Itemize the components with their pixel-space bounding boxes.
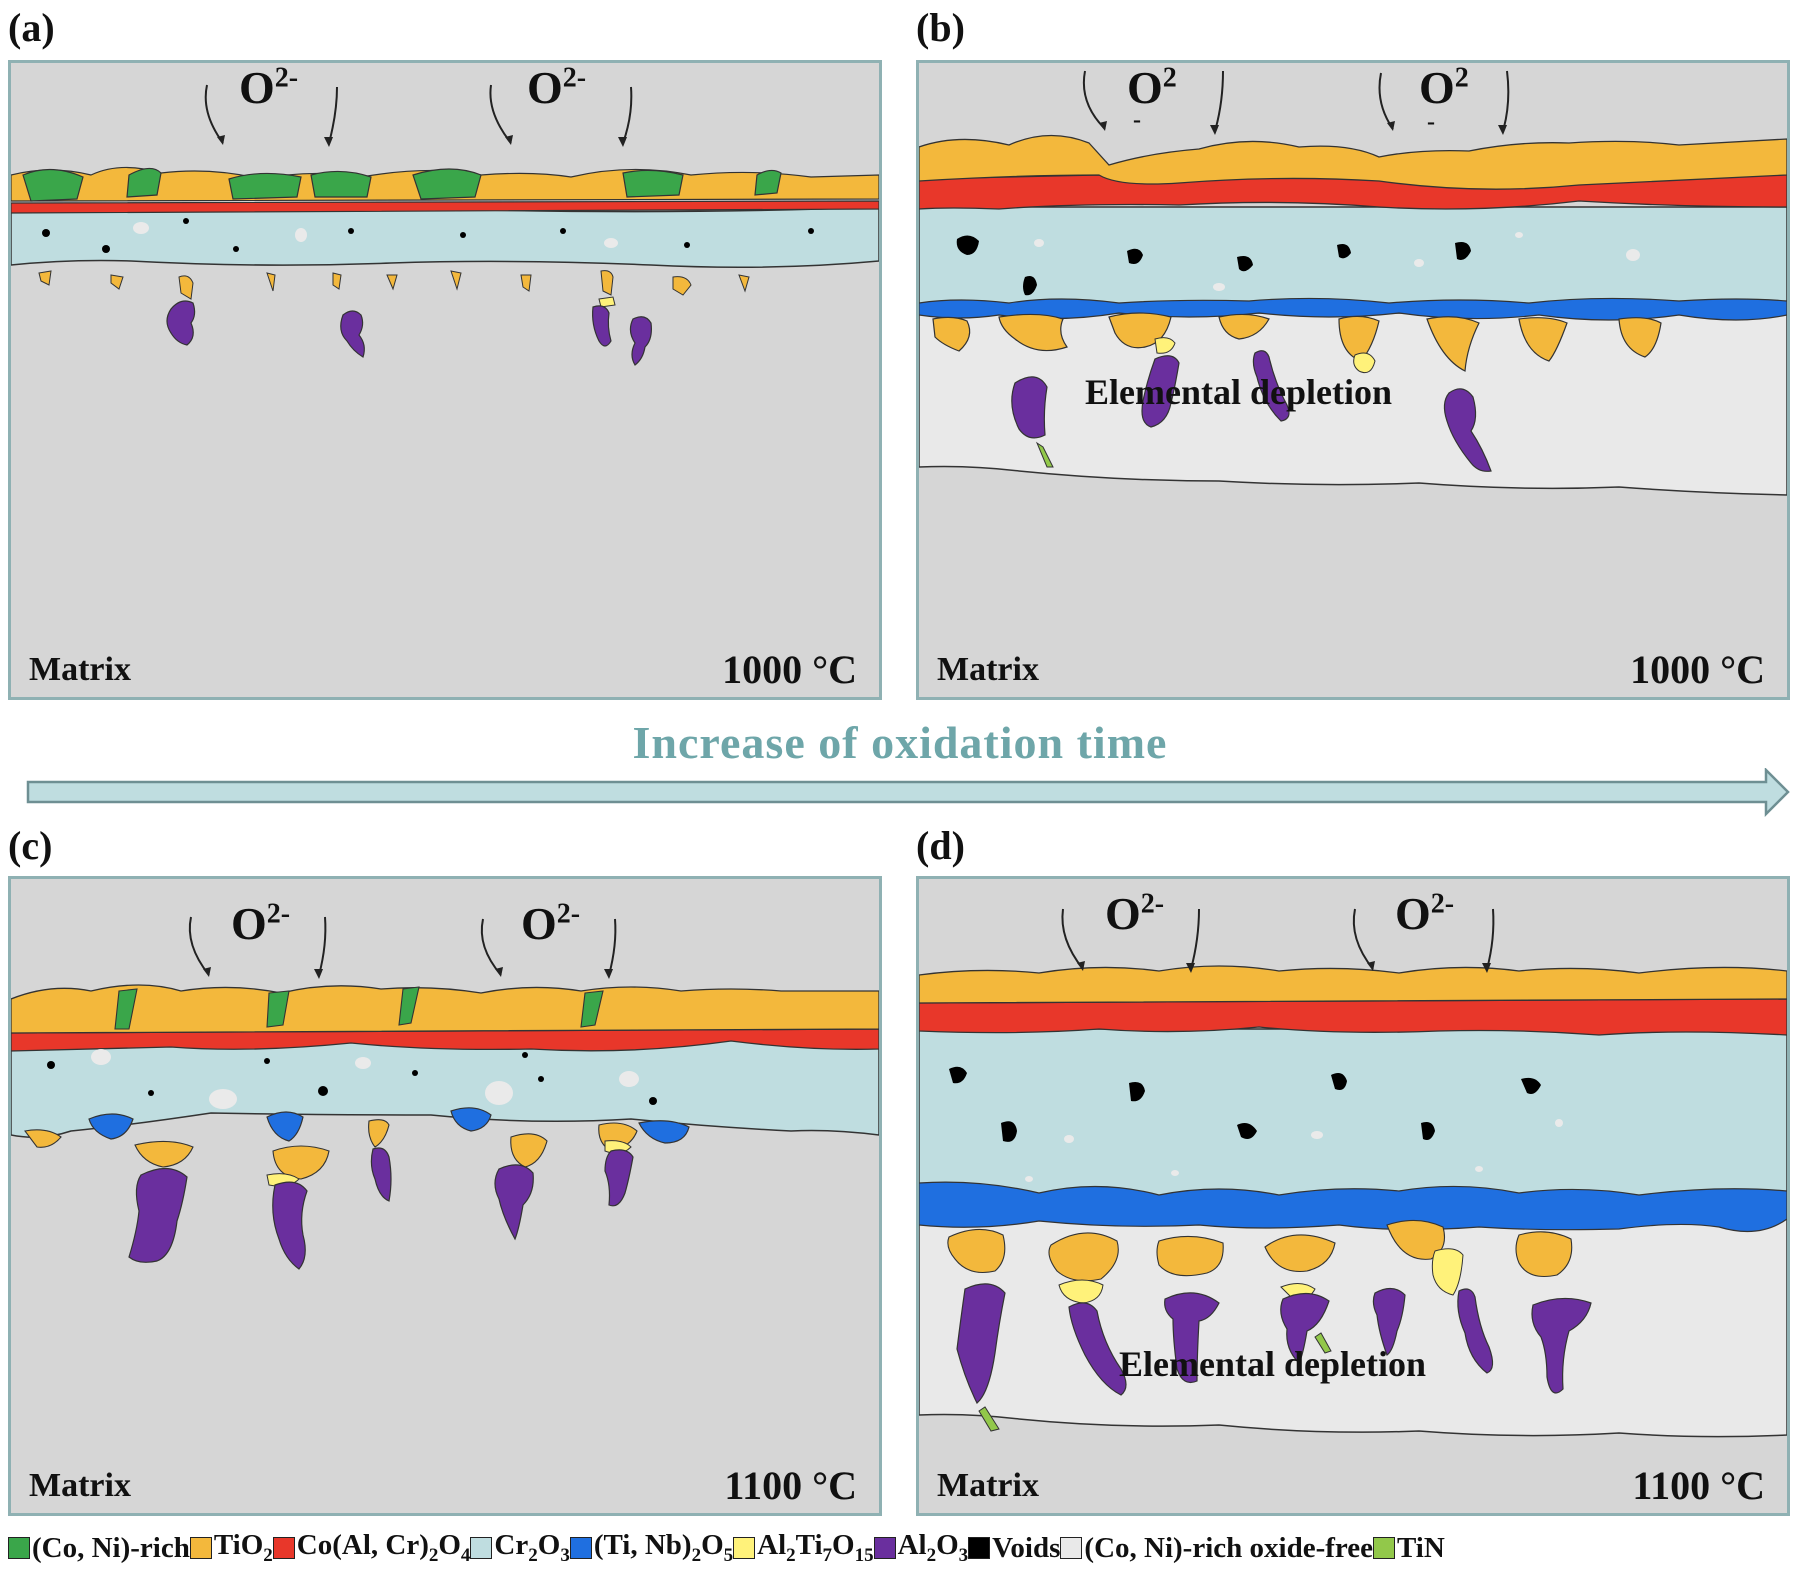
oxygen-ion-label: O2- <box>231 898 291 949</box>
legend-swatch <box>873 1536 896 1559</box>
legend-swatch <box>1060 1537 1083 1559</box>
legend-swatch <box>8 1537 30 1559</box>
legend-item: Voids <box>968 1532 1060 1565</box>
legend-swatch <box>189 1536 212 1559</box>
legend-swatch <box>968 1537 991 1559</box>
time-arrow <box>26 768 1790 818</box>
panel-d: O2- O2- Elemental depletion Matrix 1100 … <box>916 876 1790 1516</box>
temperature-label: 1100 °C <box>1632 1463 1765 1508</box>
legend-label: Al2Ti7O15 <box>757 1529 874 1566</box>
panel-c-drawing <box>11 916 879 1270</box>
legend-label: (Ti, Nb)2O5 <box>593 1529 734 1566</box>
legend-swatch <box>272 1536 295 1559</box>
oxygen-ion-label: O2 <box>1419 62 1469 113</box>
temperature-label: 1100 °C <box>724 1463 857 1508</box>
oxygen-ion-label: O2 <box>1127 62 1177 113</box>
matrix-label: Matrix <box>29 1467 131 1504</box>
panel-c: O2- O2- Matrix 1100 °C <box>8 876 882 1516</box>
charge-dash: - <box>1133 107 1141 133</box>
temperature-label: 1000 °C <box>722 647 857 692</box>
elemental-depletion-label: Elemental depletion <box>1119 1344 1426 1384</box>
legend-swatch <box>733 1536 756 1559</box>
legend-item: Co(Al, Cr)2O4 <box>272 1529 471 1567</box>
oxygen-ion-label: O2- <box>1395 888 1455 939</box>
legend-label: Cr2O3 <box>494 1529 570 1566</box>
legend-label: (Co, Ni)-rich <box>32 1531 190 1564</box>
matrix-label: Matrix <box>29 651 131 688</box>
legend-swatch <box>1372 1537 1395 1559</box>
elemental-depletion-label: Elemental depletion <box>1085 372 1392 412</box>
legend-item: (Ti, Nb)2O5 <box>569 1529 734 1567</box>
legend-item: Al2O3 <box>873 1529 969 1567</box>
panel-d-label: (d) <box>916 823 965 868</box>
panel-b: O2 O2 - - Elemental depletion Matrix 100… <box>916 60 1790 700</box>
legend-item: Cr2O3 <box>470 1529 570 1567</box>
legend-label: Co(Al, Cr)2O4 <box>296 1529 471 1566</box>
oxygen-ion-label: O2- <box>1105 888 1165 939</box>
legend-label: TiN <box>1396 1531 1445 1564</box>
oxygen-ion-label: O2- <box>527 62 587 113</box>
legend-swatch <box>470 1536 493 1559</box>
legend-label: Voids <box>992 1531 1061 1564</box>
legend-swatch <box>569 1536 592 1559</box>
panel-d-drawing <box>919 908 1787 1438</box>
legend-label: TiO2 <box>213 1529 273 1566</box>
legend-item: Al2Ti7O15 <box>733 1529 874 1567</box>
temperature-label: 1000 °C <box>1630 647 1765 692</box>
legend-item: (Co, Ni)-rich oxide-free <box>1060 1532 1373 1565</box>
charge-dash: - <box>1427 109 1435 135</box>
panel-a-drawing <box>11 84 879 366</box>
legend: (Co, Ni)-rich TiO2 Co(Al, Cr)2O4 Cr2O3 (… <box>8 1528 1794 1568</box>
matrix-label: Matrix <box>937 651 1039 688</box>
oxygen-ion-label: O2- <box>239 62 299 113</box>
oxidation-time-label: Increase of oxidation time <box>632 717 1168 768</box>
legend-item: TiN <box>1372 1531 1445 1565</box>
legend-item: TiO2 <box>189 1529 273 1567</box>
panel-b-drawing <box>919 70 1787 496</box>
panel-c-label: (c) <box>8 823 53 868</box>
panel-a: O2- O2- Matrix 1000 °C <box>8 60 882 700</box>
panel-a-label: (a) <box>8 5 55 50</box>
matrix-label: Matrix <box>937 1467 1039 1504</box>
legend-item: (Co, Ni)-rich <box>8 1532 190 1565</box>
legend-label: (Co, Ni)-rich oxide-free <box>1084 1531 1373 1564</box>
oxygen-ion-label: O2- <box>521 898 581 949</box>
panel-b-label: (b) <box>916 5 965 50</box>
legend-label: Al2O3 <box>897 1529 969 1566</box>
